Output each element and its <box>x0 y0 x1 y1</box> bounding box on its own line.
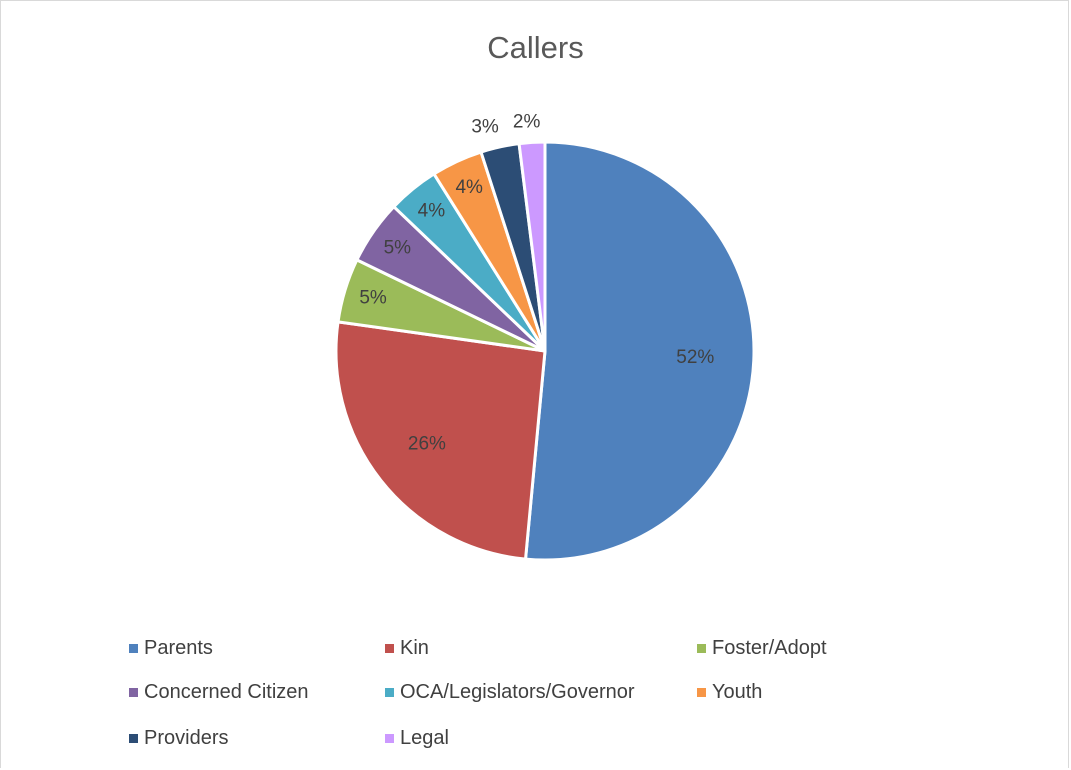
legend-item-parents: Parents <box>129 637 213 660</box>
data-label-foster-adopt: 5% <box>359 288 387 309</box>
data-label-parents: 52% <box>676 347 714 368</box>
pie-slice-kin <box>334 320 547 561</box>
legend-label: Providers <box>144 727 229 749</box>
legend-item-concerned-citizen: Concerned Citizen <box>129 681 309 704</box>
legend-item-foster-adopt: Foster/Adopt <box>697 637 827 660</box>
data-label-oca-legislators-governor: 4% <box>418 201 446 222</box>
legend-swatch <box>385 688 394 697</box>
data-label-youth: 4% <box>455 177 483 198</box>
legend-label: Youth <box>712 681 763 703</box>
data-label-legal: 2% <box>513 111 541 132</box>
pie-slice-parents <box>524 140 756 562</box>
legend-label: Foster/Adopt <box>712 637 827 659</box>
legend-swatch <box>385 734 394 743</box>
legend-label: OCA/Legislators/Governor <box>400 681 635 703</box>
legend-label: Parents <box>144 637 213 659</box>
legend-label: Concerned Citizen <box>144 681 309 703</box>
legend-item-providers: Providers <box>129 727 228 750</box>
data-label-concerned-citizen: 5% <box>384 238 412 259</box>
legend-item-legal: Legal <box>385 727 449 750</box>
legend-label: Kin <box>400 637 429 659</box>
chart-title: Callers <box>487 30 584 65</box>
legend-label: Legal <box>400 727 449 749</box>
pie-slice-legal <box>517 140 547 353</box>
legend-swatch <box>129 688 138 697</box>
legend-swatch <box>129 734 138 743</box>
legend-item-kin: Kin <box>385 637 429 660</box>
legend-swatch <box>129 644 138 653</box>
legend-item-youth: Youth <box>697 681 762 704</box>
data-label-kin: 26% <box>408 433 446 454</box>
legend-swatch <box>385 644 394 653</box>
data-label-providers: 3% <box>471 116 499 137</box>
legend-swatch <box>697 688 706 697</box>
legend-swatch <box>697 644 706 653</box>
legend-item-oca-legislators-governor: OCA/Legislators/Governor <box>385 681 635 704</box>
